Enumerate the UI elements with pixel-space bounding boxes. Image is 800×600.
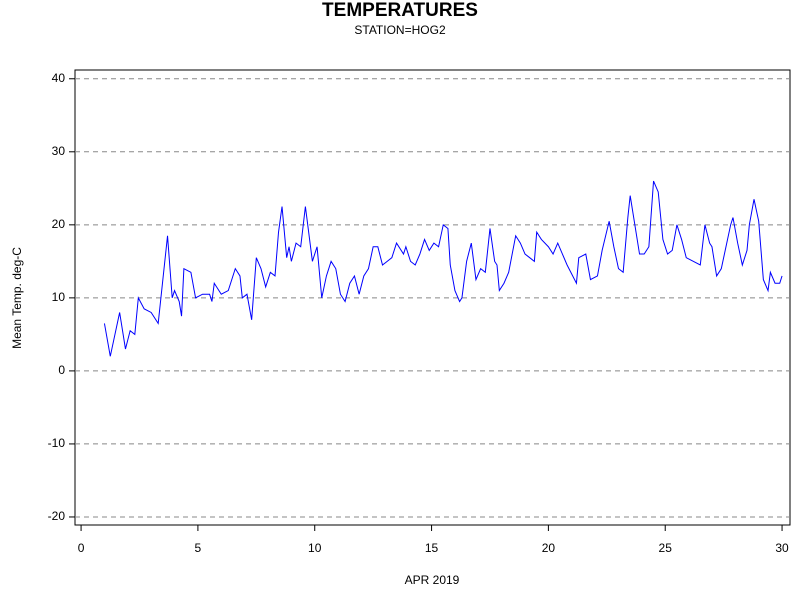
y-tick-label: 10 xyxy=(52,290,66,304)
line-series xyxy=(103,180,783,357)
x-tick-label: 20 xyxy=(542,541,556,555)
y-axis-label: Mean Temp. deg-C xyxy=(10,247,24,349)
chart-subtitle: STATION=HOG2 xyxy=(354,23,446,37)
x-tick-label: 15 xyxy=(425,541,439,555)
y-tick-label: 30 xyxy=(52,144,66,158)
y-tick-label: -10 xyxy=(48,436,66,450)
chart-title: TEMPERATURES xyxy=(322,0,478,21)
y-tick-label: 40 xyxy=(52,71,66,85)
x-tick-label: 0 xyxy=(78,541,85,555)
x-tick-label: 5 xyxy=(195,541,202,555)
x-tick-label: 30 xyxy=(775,541,789,555)
y-tick-label: 20 xyxy=(52,217,66,231)
y-tick-label: -20 xyxy=(48,509,66,523)
x-axis-label: APR 2019 xyxy=(405,573,460,587)
x-tick-label: 10 xyxy=(308,541,322,555)
y-tick-label: 0 xyxy=(58,363,65,377)
x-tick-label: 25 xyxy=(659,541,673,555)
